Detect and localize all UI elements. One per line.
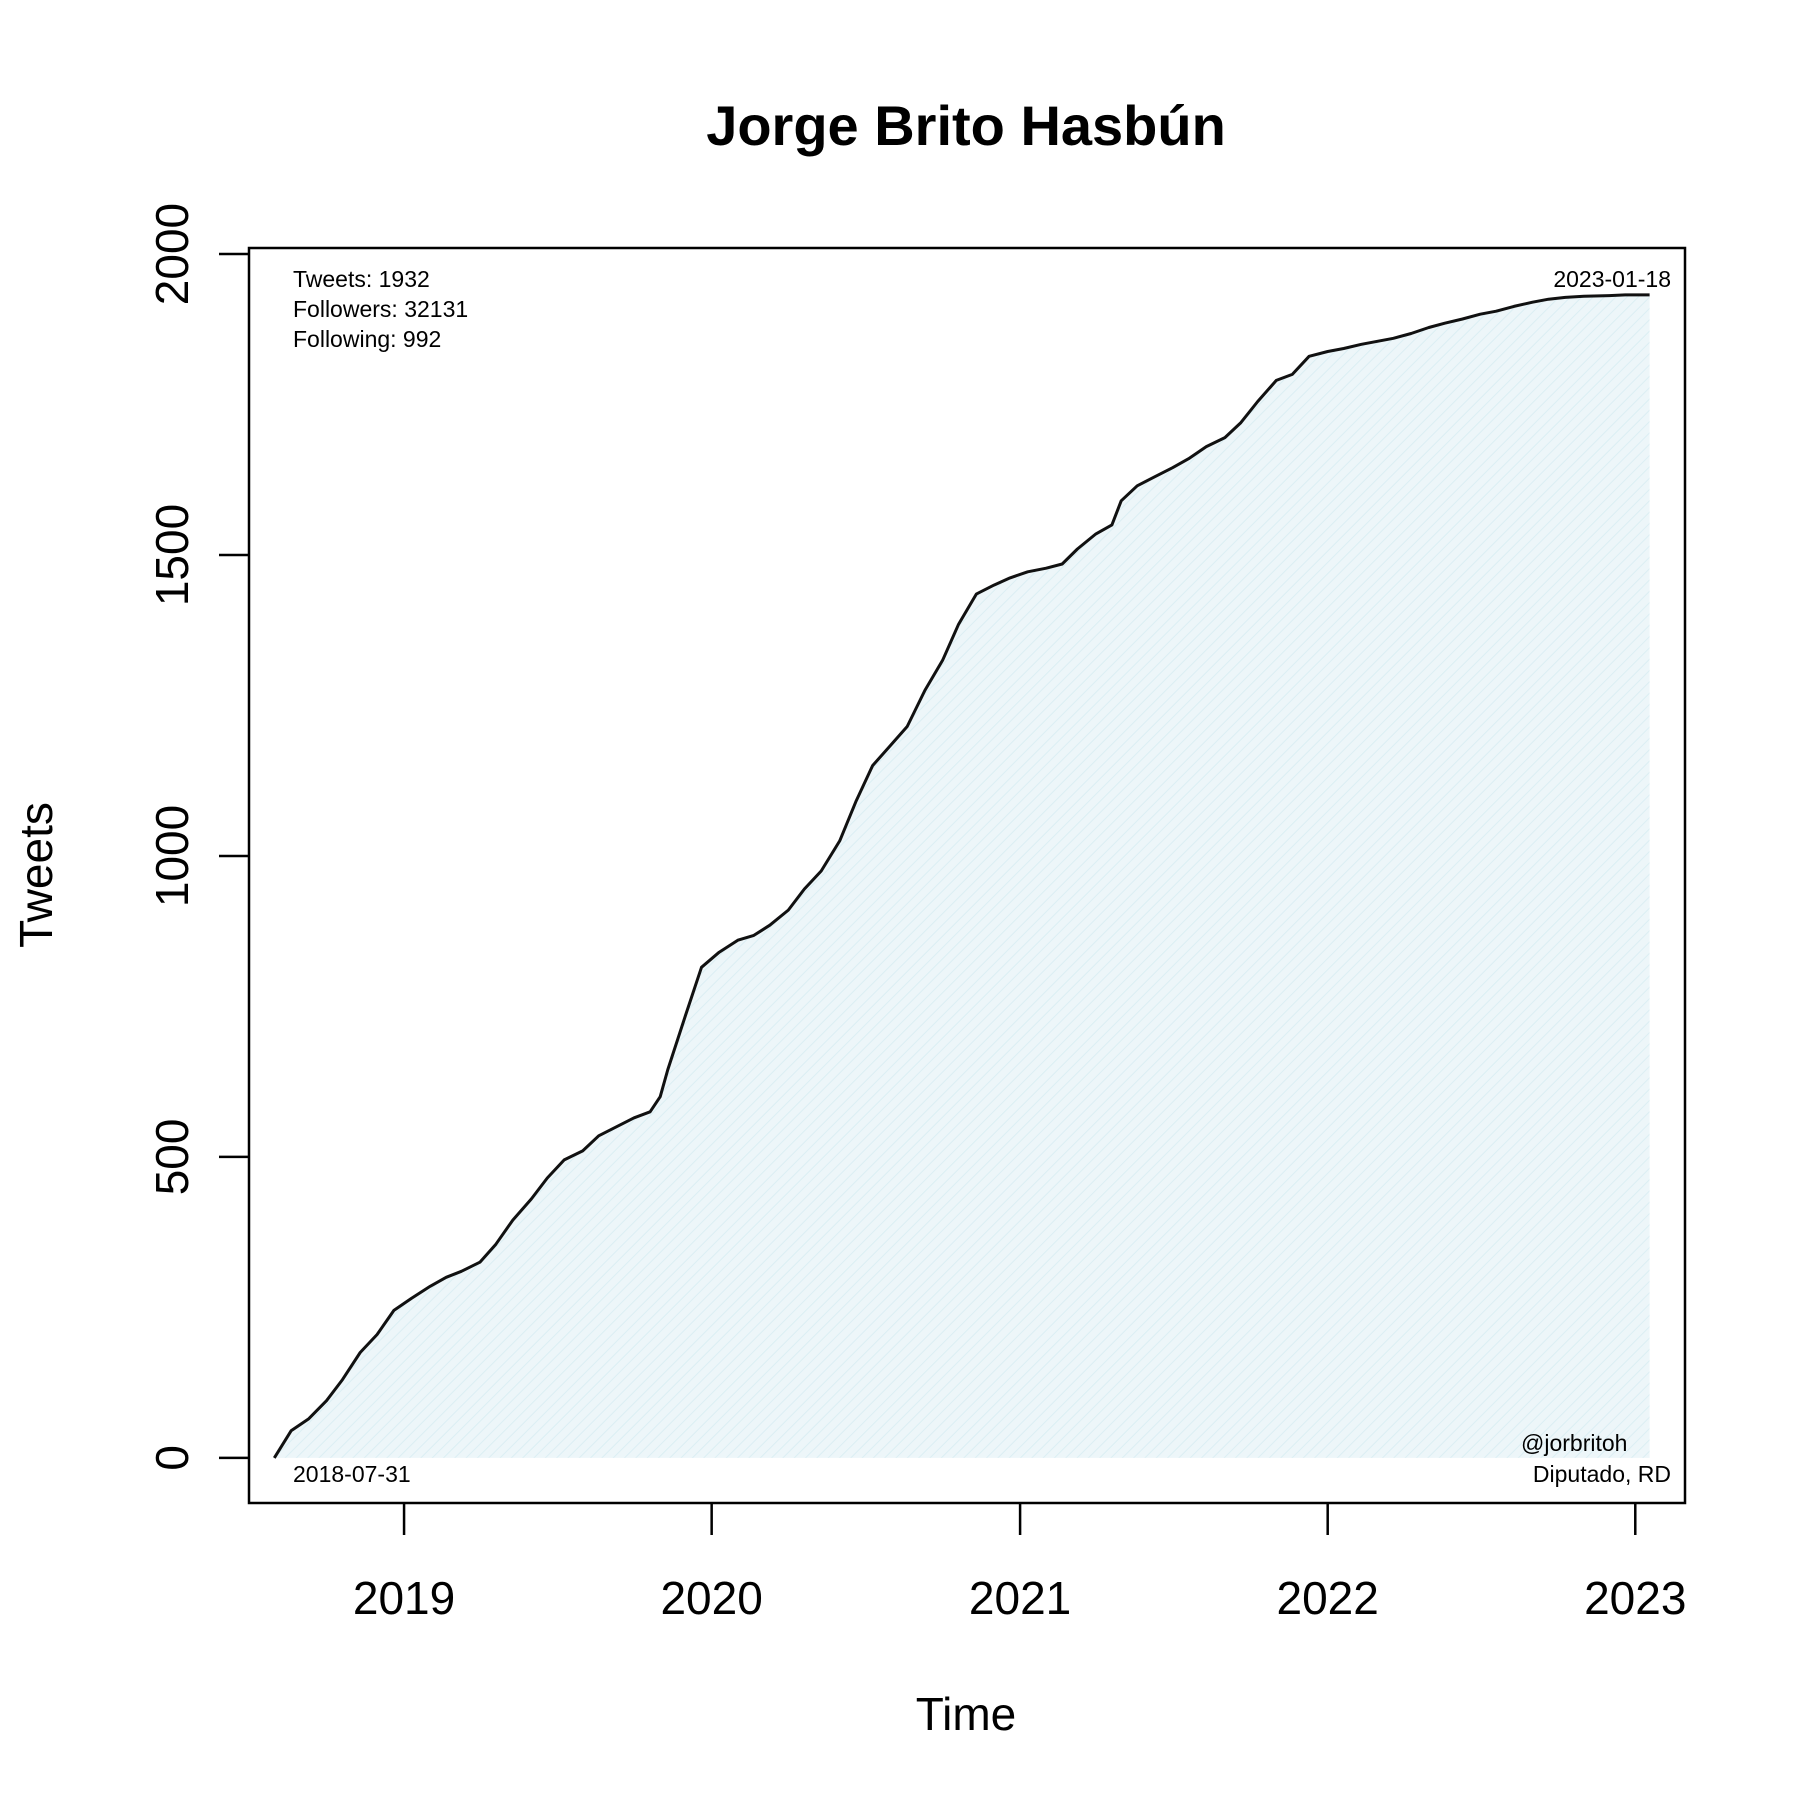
y-tick-label-500: 500: [146, 1119, 198, 1196]
start-date-label: 2018-07-31: [293, 1461, 411, 1487]
stat-tweets: Tweets: 1932: [293, 266, 430, 292]
x-tick-label-2019: 2019: [353, 1572, 455, 1624]
x-axis-title: Time: [916, 1688, 1017, 1740]
x-tick-label-2020: 2020: [660, 1572, 762, 1624]
x-tick-label-2021: 2021: [969, 1572, 1071, 1624]
y-axis-title: Tweets: [10, 802, 62, 948]
plot-frame: [247, 246, 1687, 1505]
x-tick-label-2022: 2022: [1277, 1572, 1379, 1624]
y-tick-label-1500: 1500: [146, 504, 198, 606]
y-tick-label-0: 0: [146, 1445, 198, 1471]
area-fill: [274, 294, 1650, 1458]
stat-following: Following: 992: [293, 326, 441, 352]
handle-label: @jorbritoh: [1521, 1430, 1627, 1456]
x-tick-label-2023: 2023: [1584, 1572, 1686, 1624]
role-label: Diputado, RD: [1533, 1461, 1671, 1487]
y-tick-label-2000: 2000: [146, 203, 198, 305]
y-axis: 0 500 1000 1500 2000: [146, 203, 249, 1471]
series-line: [273, 293, 1650, 1459]
chart-title: Jorge Brito Hasbún: [706, 94, 1226, 157]
y-tick-label-1000: 1000: [146, 805, 198, 907]
stats-annotation: Tweets: 1932 Followers: 32131 Following:…: [293, 266, 468, 352]
end-date-label: 2023-01-18: [1553, 266, 1671, 292]
x-axis: 2019 2020 2021 2022 2023: [353, 1503, 1686, 1624]
stat-followers: Followers: 32131: [293, 296, 468, 322]
